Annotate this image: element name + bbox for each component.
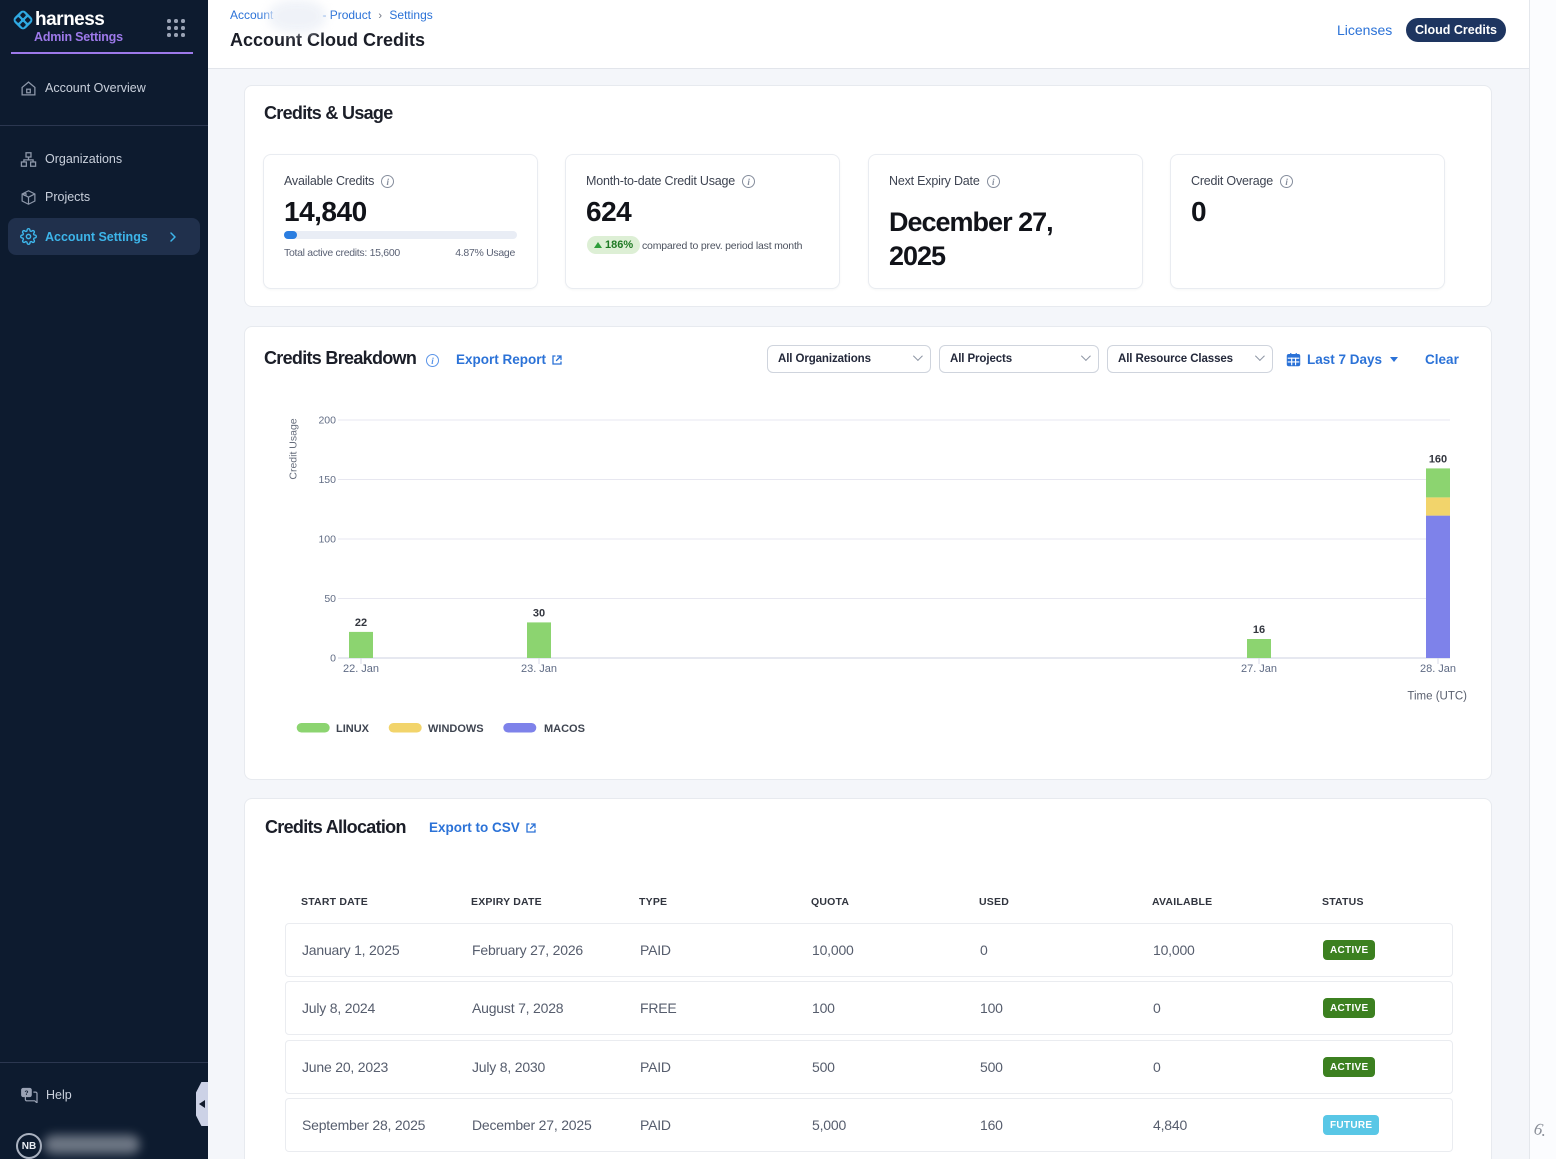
svg-text:22: 22: [355, 617, 367, 629]
svg-text:27. Jan: 27. Jan: [1241, 663, 1277, 675]
svg-text:LINUX: LINUX: [336, 723, 370, 735]
svg-text:30: 30: [533, 607, 545, 619]
svg-text:16: 16: [1253, 624, 1265, 636]
svg-text:22. Jan: 22. Jan: [343, 663, 379, 675]
svg-text:?: ?: [24, 1090, 28, 1097]
svg-text:23. Jan: 23. Jan: [521, 663, 557, 675]
svg-text:160: 160: [1429, 453, 1447, 465]
svg-text:50: 50: [324, 593, 336, 605]
svg-text:100: 100: [318, 534, 336, 546]
svg-text:28. Jan: 28. Jan: [1420, 663, 1456, 675]
svg-text:MACOS: MACOS: [544, 723, 585, 735]
svg-text:Credit Usage: Credit Usage: [288, 418, 300, 479]
svg-text:150: 150: [318, 474, 336, 486]
svg-text:WINDOWS: WINDOWS: [428, 723, 484, 735]
svg-text:0: 0: [330, 653, 336, 665]
svg-text:Time (UTC): Time (UTC): [1407, 691, 1467, 703]
svg-text:200: 200: [318, 415, 336, 427]
